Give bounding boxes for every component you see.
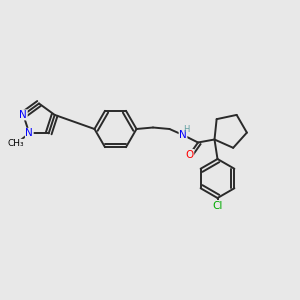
Text: N: N — [20, 110, 27, 120]
Text: N: N — [26, 128, 33, 138]
Text: O: O — [185, 149, 194, 160]
Text: CH₃: CH₃ — [8, 139, 24, 148]
Text: N: N — [179, 130, 187, 140]
Text: Cl: Cl — [212, 200, 223, 211]
Text: H: H — [183, 125, 190, 134]
